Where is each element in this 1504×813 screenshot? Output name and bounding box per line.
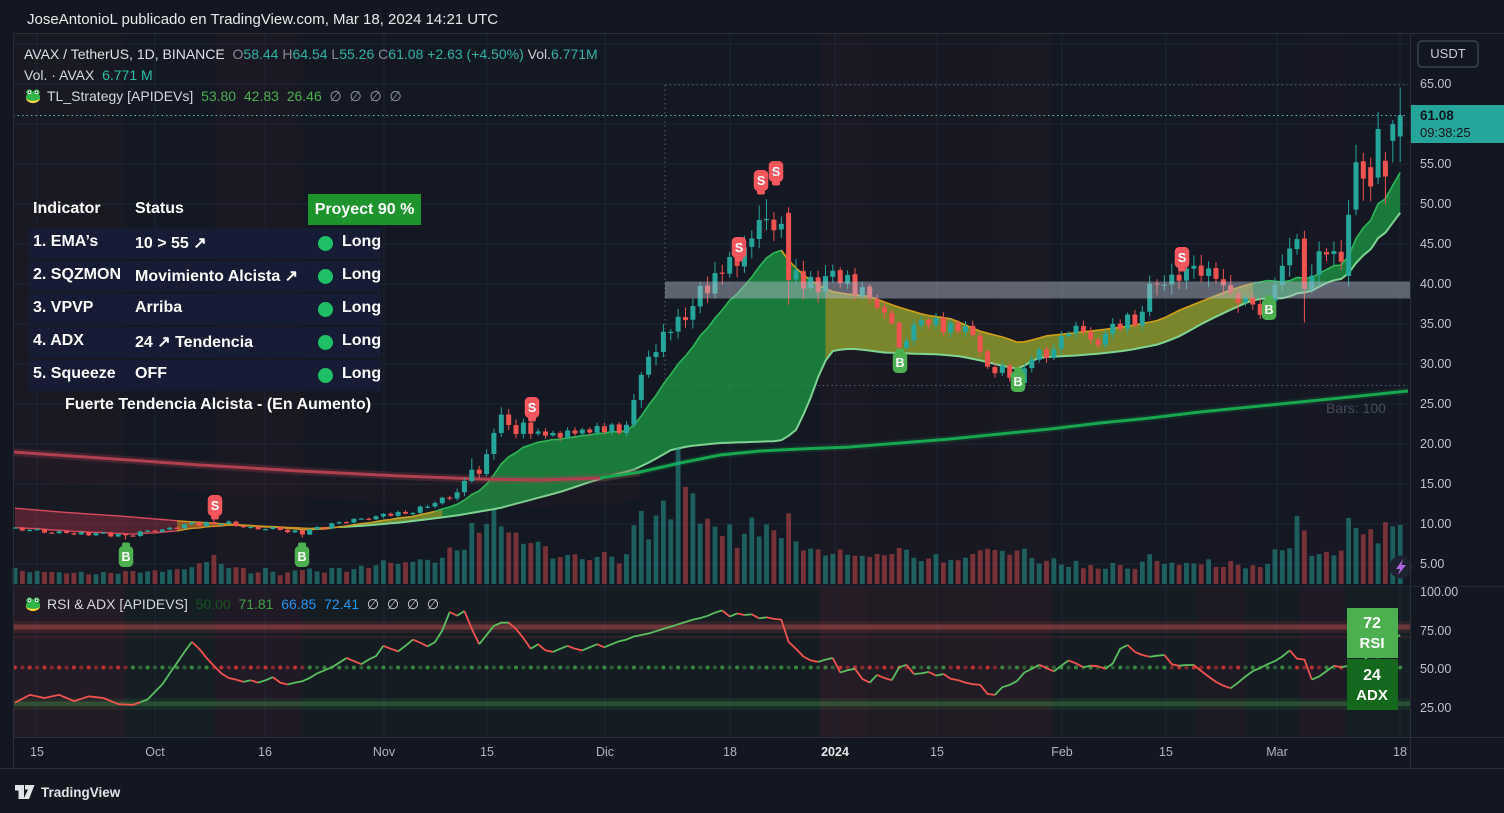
svg-text:25.00: 25.00 (1420, 397, 1451, 411)
svg-text:30.00: 30.00 (1420, 357, 1451, 371)
svg-text:S: S (735, 241, 743, 255)
svg-text:50.00: 50.00 (1420, 662, 1451, 676)
svg-text:S: S (211, 499, 219, 513)
svg-text:65.00: 65.00 (1420, 77, 1451, 91)
svg-text:Nov: Nov (373, 745, 396, 759)
svg-text:S: S (772, 165, 780, 179)
svg-text:24: 24 (1363, 667, 1381, 684)
svg-text:20.00: 20.00 (1420, 437, 1451, 451)
svg-text:55.00: 55.00 (1420, 157, 1451, 171)
svg-text:Bars: 100: Bars: 100 (1326, 400, 1386, 416)
svg-text:09:38:25: 09:38:25 (1420, 125, 1471, 140)
svg-text:S: S (528, 401, 536, 415)
svg-text:2024: 2024 (821, 745, 849, 759)
svg-text:RSI: RSI (1359, 635, 1384, 652)
svg-text:Dic: Dic (596, 745, 614, 759)
svg-text:S: S (1178, 251, 1186, 265)
svg-text:15: 15 (930, 745, 944, 759)
svg-text:25.00: 25.00 (1420, 701, 1451, 715)
svg-text:45.00: 45.00 (1420, 237, 1451, 251)
svg-text:75.00: 75.00 (1420, 624, 1451, 638)
svg-text:100.00: 100.00 (1420, 585, 1458, 599)
svg-text:S: S (757, 174, 765, 188)
svg-text:35.00: 35.00 (1420, 317, 1451, 331)
svg-text:15: 15 (1159, 745, 1173, 759)
svg-text:15: 15 (480, 745, 494, 759)
svg-text:B: B (1264, 303, 1273, 317)
svg-text:72: 72 (1363, 615, 1381, 632)
svg-text:15.00: 15.00 (1420, 477, 1451, 491)
svg-text:50.00: 50.00 (1420, 197, 1451, 211)
svg-text:15: 15 (30, 745, 44, 759)
svg-text:16: 16 (258, 745, 272, 759)
svg-text:B: B (121, 550, 130, 564)
svg-text:TradingView: TradingView (41, 785, 121, 800)
svg-text:ADX: ADX (1356, 687, 1388, 704)
svg-text:Feb: Feb (1051, 745, 1073, 759)
svg-text:B: B (1013, 375, 1022, 389)
svg-text:40.00: 40.00 (1420, 277, 1451, 291)
svg-text:10.00: 10.00 (1420, 517, 1451, 531)
svg-text:USDT: USDT (1430, 46, 1465, 61)
svg-text:61.08: 61.08 (1420, 108, 1454, 123)
svg-text:18: 18 (1393, 745, 1407, 759)
svg-text:Oct: Oct (145, 745, 165, 759)
svg-text:B: B (895, 356, 904, 370)
svg-text:18: 18 (723, 745, 737, 759)
svg-text:B: B (297, 550, 306, 564)
svg-text:5.00: 5.00 (1420, 557, 1444, 571)
svg-text:Mar: Mar (1266, 745, 1288, 759)
